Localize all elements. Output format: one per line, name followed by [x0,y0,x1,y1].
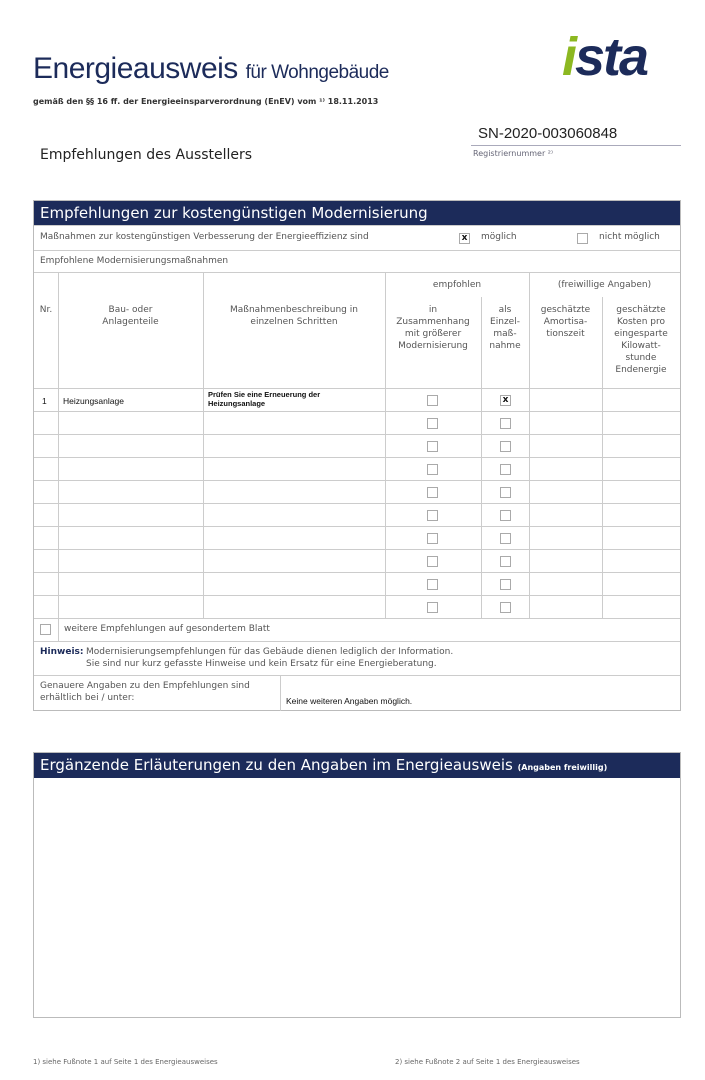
footnote-1: 1) siehe Fußnote 1 auf Seite 1 des Energ… [33,1058,218,1066]
table-row [34,503,680,526]
table-row [34,480,680,503]
single-measure-checkbox[interactable] [500,556,511,567]
header-nr: Nr. [39,305,53,315]
explanations-title-text: Ergänzende Erläuterungen zu den Angaben … [40,756,513,774]
in-context-checkbox[interactable] [427,533,438,544]
single-measure-checkbox[interactable] [500,510,511,521]
explanations-title-note: (Angaben freiwillig) [517,763,608,772]
details-label: Genauere Angaben zu den Empfehlungen sin… [40,681,250,703]
explanations-content[interactable] [34,778,680,1016]
single-measure-checkbox[interactable] [500,464,511,475]
in-context-checkbox[interactable] [427,602,438,613]
more-recommendations-row: weitere Empfehlungen auf gesondertem Bla… [34,618,680,641]
in-context-checkbox[interactable] [427,487,438,498]
table-row: 1 Heizungsanlage Prüfen Sie eine Erneuer… [34,388,680,411]
table-header: empfohlen (freiwillige Angaben) Nr. Bau-… [34,272,680,388]
section-title: Empfehlungen des Ausstellers [40,147,253,163]
in-context-checkbox[interactable] [427,441,438,452]
in-context-checkbox[interactable] [427,395,438,406]
possible-checkbox[interactable]: x [459,233,470,244]
row-nr: 1 [42,396,47,406]
recommendations-title: Empfehlungen zur kostengünstigen Moderni… [34,201,680,226]
registration-number: SN-2020-003060848 [478,125,618,142]
header-payback: geschätzte Amortisa- tionszeit [540,305,591,339]
header-single: als Einzel- maß- nahme [489,305,521,351]
table-row [34,572,680,595]
header-component: Bau- oder Anlagenteile [102,305,159,327]
title-rest: für Wohngebäude [245,62,390,83]
table-row [34,457,680,480]
table-row [34,411,680,434]
explanations-title: Ergänzende Erläuterungen zu den Angaben … [34,753,680,778]
footnote-2: 2) siehe Fußnote 2 auf Seite 1 des Energ… [395,1058,580,1066]
note-line-2: Sie sind nur kurz gefasste Hinweise und … [86,659,437,669]
document-title: Energieausweis für Wohngebäude [33,52,389,86]
single-measure-checkbox[interactable] [500,418,511,429]
single-measure-checkbox[interactable] [500,579,511,590]
subtitle: gemäß den §§ 16 ff. der Energieeinsparve… [33,97,379,106]
single-measure-checkbox[interactable] [500,533,511,544]
header-voluntary: (freiwillige Angaben) [557,280,652,290]
divider [471,145,681,146]
header-in-context: in Zusammenhang mit größerer Modernisier… [396,305,470,351]
in-context-checkbox[interactable] [427,464,438,475]
single-measure-checkbox[interactable] [500,602,511,613]
single-measure-checkbox[interactable] [500,441,511,452]
header-description: Maßnahmenbeschreibung in einzelnen Schri… [230,305,358,327]
row-component: Heizungsanlage [63,396,124,406]
not-possible-checkbox[interactable] [577,233,588,244]
more-recommendations-label: weitere Empfehlungen auf gesondertem Bla… [64,624,270,634]
in-context-checkbox[interactable] [427,418,438,429]
note-line-1: Modernisierungsempfehlungen für das Gebä… [86,647,454,657]
details-row: Genauere Angaben zu den Empfehlungen sin… [34,675,680,711]
explanations-box: Ergänzende Erläuterungen zu den Angaben … [33,752,681,1018]
question-label: Maßnahmen zur kostengünstigen Verbesseru… [40,232,369,242]
title-main: Energieausweis [33,52,238,85]
note-text: Modernisierungsempfehlungen für das Gebä… [86,646,453,670]
recommendations-box: Empfehlungen zur kostengünstigen Moderni… [33,200,681,711]
more-recommendations-checkbox[interactable] [40,624,51,635]
not-possible-label: nicht möglich [599,232,660,242]
registration-label: Registriernummer ²⁾ [473,149,553,158]
header-cost: geschätzte Kosten pro eingesparte Kilowa… [614,305,668,375]
note-row: Hinweis: Modernisierungsempfehlungen für… [34,641,680,675]
table-row [34,549,680,572]
in-context-checkbox[interactable] [427,510,438,521]
table-row [34,595,680,618]
possibility-row: Maßnahmen zur kostengünstigen Verbesseru… [34,225,680,250]
in-context-checkbox[interactable] [427,579,438,590]
subheader: Empfohlene Modernisierungsmaßnahmen [34,250,680,272]
table-row [34,434,680,457]
note-label: Hinweis: [40,647,84,657]
possible-label: möglich [481,232,517,242]
single-measure-checkbox[interactable]: x [500,395,511,406]
in-context-checkbox[interactable] [427,556,438,567]
header-recommended: empfohlen [432,280,482,290]
details-value: Keine weiteren Angaben möglich. [286,696,413,706]
table-row [34,526,680,549]
row-description: Prüfen Sie eine Erneuerung der Heizungsa… [208,390,321,408]
ista-logo: ista [562,27,649,87]
single-measure-checkbox[interactable] [500,487,511,498]
